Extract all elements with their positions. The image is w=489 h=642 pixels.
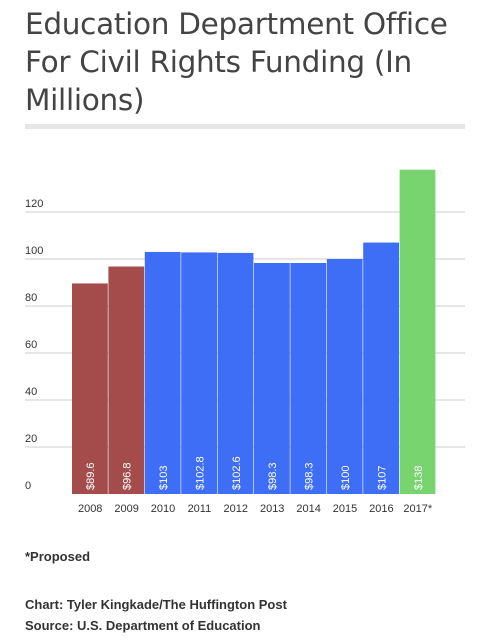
chart-source: Source: U.S. Department of Education <box>25 618 261 633</box>
bar-2013 <box>254 262 290 494</box>
data-label: $102.8 <box>194 456 206 490</box>
x-tick-label: 2014 <box>296 503 320 515</box>
x-tick-label: 2016 <box>369 503 393 515</box>
data-labels: $89.6 $96.8 $103 $102.8 $102.6 $98.3 $98.3 $100… <box>85 456 425 490</box>
x-tick-label: 2015 <box>333 503 357 515</box>
title-divider <box>25 124 465 129</box>
data-label: $98.3 <box>267 462 279 490</box>
bars <box>72 169 436 494</box>
bar-2016 <box>363 242 399 494</box>
y-tick-label: 40 <box>25 386 37 398</box>
bar-2012 <box>217 252 254 494</box>
bar-chart: $89.6 $96.8 $103 $102.8 $102.6 $98.3 $98.3 $100… <box>25 169 465 515</box>
bar-2009 <box>108 266 145 494</box>
data-label: $102.6 <box>231 456 243 490</box>
data-label: $96.8 <box>122 462 134 490</box>
y-tick-label: 20 <box>25 433 37 445</box>
x-tick-label: 2013 <box>260 503 284 515</box>
data-label: $100 <box>340 466 352 490</box>
data-label: $98.3 <box>304 462 316 490</box>
y-tick-label: 100 <box>25 245 43 257</box>
y-tick-label: 60 <box>25 339 37 351</box>
bar-2010 <box>144 251 181 494</box>
bar-2015 <box>326 259 363 494</box>
x-tick-label: 2012 <box>224 503 248 515</box>
footnote-proposed: *Proposed <box>25 549 91 564</box>
y-axis-ticks: 0 20 40 60 80 100 120 <box>25 198 43 492</box>
y-tick-label: 120 <box>25 198 43 210</box>
bar-2008 <box>72 283 108 494</box>
x-axis-ticks: 2008 2009 2010 2011 2012 2013 2014 2015 2016 2017… <box>78 503 433 515</box>
bar-2017 <box>399 169 436 494</box>
bar-2011 <box>181 252 217 494</box>
chart-credit: Chart: Tyler Kingkade/The Huffington Pos… <box>25 597 287 612</box>
x-tick-label: 2009 <box>114 503 138 515</box>
x-tick-label: 2011 <box>188 503 212 515</box>
x-tick-label: 2010 <box>151 503 175 515</box>
data-label: $138 <box>413 466 425 490</box>
data-label: $103 <box>158 466 170 490</box>
chart-title: Education Department Office For Civil Ri… <box>25 7 448 117</box>
bar-2014 <box>290 262 327 494</box>
x-tick-label: 2017* <box>403 503 432 515</box>
y-tick-label: 80 <box>25 292 37 304</box>
data-label: $107 <box>376 466 388 490</box>
data-label: $89.6 <box>85 462 97 490</box>
y-tick-label: 0 <box>25 480 31 492</box>
x-tick-label: 2008 <box>78 503 102 515</box>
